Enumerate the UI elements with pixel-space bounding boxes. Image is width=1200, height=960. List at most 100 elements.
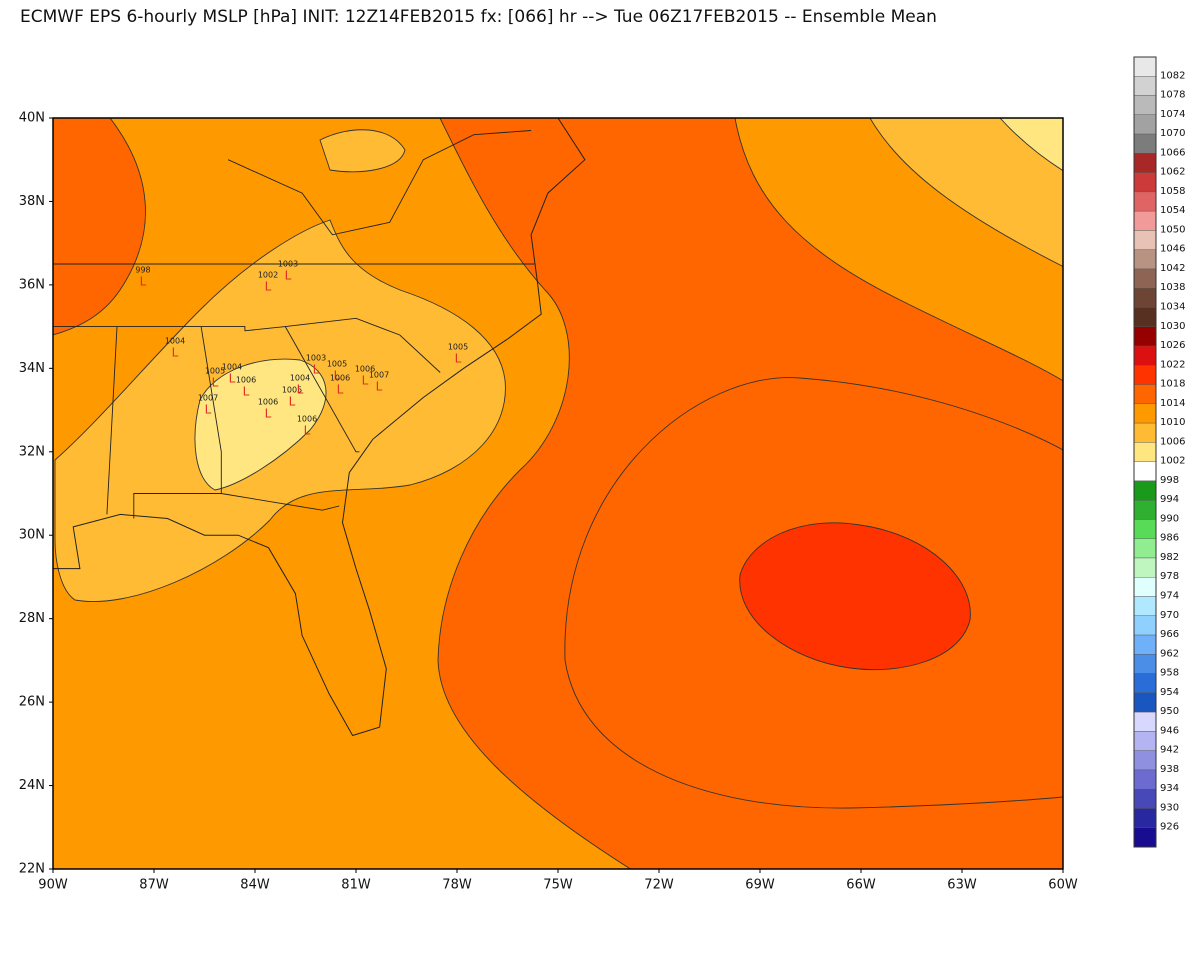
low-symbol: L (376, 380, 383, 394)
colorbar-label: 1002 (1160, 456, 1185, 467)
low-pressure-value: 1006 (297, 415, 317, 424)
lat-label: 26N (19, 695, 45, 710)
lat-label: 32N (19, 444, 45, 459)
colorbar-label: 1042 (1160, 263, 1185, 274)
colorbar-swatch (1133, 519, 1157, 539)
colorbar-swatch (1133, 365, 1157, 385)
low-pressure-value: 1006 (330, 374, 350, 383)
colorbar-label: 1034 (1160, 301, 1185, 312)
colorbar-label: 970 (1160, 610, 1179, 621)
colorbar-swatch (1133, 808, 1157, 828)
colorbar-swatch (1133, 133, 1157, 154)
low-pressure-value: 1004 (165, 337, 185, 346)
colorbar-swatch (1133, 577, 1157, 597)
colorbar-swatch (1133, 557, 1157, 578)
low-pressure-value: 1005 (205, 367, 225, 376)
colorbar-label: 1066 (1160, 147, 1185, 158)
colorbar-label: 1054 (1160, 205, 1185, 216)
colorbar-label: 938 (1160, 764, 1179, 775)
lon-label: 69W (745, 878, 775, 893)
colorbar-swatch (1133, 615, 1157, 636)
low-symbol: L (289, 395, 296, 409)
lat-label: 34N (19, 361, 45, 376)
colorbar-label: 926 (1160, 822, 1179, 833)
colorbar-label: 1070 (1160, 128, 1185, 139)
colorbar-swatch (1133, 95, 1157, 116)
colorbar-swatch (1133, 230, 1157, 250)
colorbar-label: 994 (1160, 494, 1179, 505)
lon-label: 60W (1048, 878, 1078, 893)
low-symbol: L (243, 385, 250, 399)
colorbar-swatch (1133, 384, 1157, 405)
colorbar-label: 1014 (1160, 398, 1185, 409)
colorbar-label: 1050 (1160, 224, 1185, 235)
low-symbol: L (313, 363, 320, 377)
contour-area (869, 118, 1063, 267)
low-pressure-value: 1006 (258, 398, 278, 407)
lat-label: 40N (19, 111, 45, 126)
colorbar-swatch (1133, 268, 1157, 289)
low-symbol: L (265, 407, 272, 421)
colorbar-swatch (1133, 403, 1157, 424)
lon-label: 78W (442, 878, 472, 893)
colorbar-swatch (1133, 827, 1157, 848)
colorbar-label: 1030 (1160, 321, 1185, 332)
low-pressure-value: 1007 (198, 394, 218, 403)
colorbar-label: 990 (1160, 513, 1179, 524)
lat-label: 28N (19, 611, 45, 626)
coastline (53, 118, 586, 737)
colorbar-swatch (1133, 731, 1157, 751)
low-symbol: L (229, 372, 236, 386)
colorbar-swatch (1133, 326, 1157, 347)
colorbar-label: 1010 (1160, 417, 1185, 428)
colorbar-swatch (1133, 56, 1157, 77)
lon-label: 75W (543, 878, 573, 893)
contour-area (53, 118, 146, 336)
low-pressure-value: 1002 (258, 271, 278, 280)
low-pressure-value: 1003 (278, 260, 298, 269)
colorbar-frame (1133, 56, 1157, 848)
lon-label: 66W (846, 878, 876, 893)
colorbar-label: 1018 (1160, 379, 1185, 390)
lon-label: 87W (139, 878, 169, 893)
low-pressure-value: 1005 (282, 386, 302, 395)
low-symbol: L (304, 424, 311, 438)
low-symbol: L (265, 280, 272, 294)
colorbar-swatch (1133, 288, 1157, 308)
low-pressure-value: 1006 (236, 376, 256, 385)
colorbar-label: 966 (1160, 629, 1179, 640)
state-borders (53, 130, 535, 519)
low-symbol: L (172, 346, 179, 360)
lat-label: 38N (19, 194, 45, 209)
lat-label: 30N (19, 528, 45, 543)
colorbar-swatch (1133, 210, 1157, 231)
low-symbol: L (212, 376, 219, 390)
lon-label: 63W (947, 878, 977, 893)
contour-area (999, 118, 1063, 172)
low-pressure-value: 1006 (355, 365, 375, 374)
colorbar-swatch (1133, 480, 1157, 501)
low-pressure-value: 998 (135, 266, 150, 275)
colorbar-label: 1078 (1160, 90, 1185, 101)
colorbar-label: 1026 (1160, 340, 1185, 351)
title: ECMWF EPS 6-hourly MSLP [hPa] INIT: 12Z1… (20, 7, 937, 27)
colorbar-label: 1058 (1160, 186, 1185, 197)
colorbar-swatch (1133, 191, 1157, 212)
colorbar-label: 1046 (1160, 244, 1185, 255)
colorbar-label: 1006 (1160, 436, 1185, 447)
contour-area (739, 522, 971, 671)
low-pressure-value: 1004 (222, 363, 242, 372)
colorbar-label: 1074 (1160, 109, 1185, 120)
lat-label: 24N (19, 778, 45, 793)
map (52, 117, 1064, 870)
low-symbol: L (455, 352, 462, 366)
colorbar-swatch (1133, 596, 1157, 616)
colorbar-swatch (1133, 788, 1157, 809)
colorbar-swatch (1133, 654, 1157, 674)
colorbar-label: 1062 (1160, 167, 1185, 178)
low-symbol: L (362, 374, 369, 388)
colorbar-label: 934 (1160, 783, 1179, 794)
colorbar-label: 998 (1160, 475, 1179, 486)
colorbar-label: 974 (1160, 591, 1179, 602)
colorbar-swatch (1133, 153, 1157, 173)
